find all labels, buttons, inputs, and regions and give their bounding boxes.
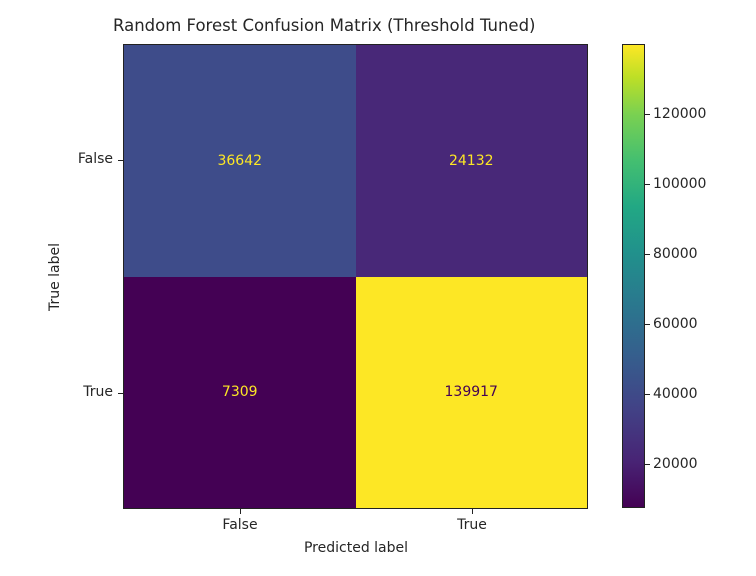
chart-title-text: Random Forest Confusion Matrix (Threshol… — [113, 16, 536, 35]
colorbar-tick — [645, 324, 650, 325]
x-tick — [240, 509, 241, 514]
cell-true-false-pred-false: 36642 — [124, 45, 356, 277]
colorbar-tick — [645, 254, 650, 255]
confusion-matrix-plot: 36642 24132 7309 139917 — [123, 44, 588, 509]
y-tick — [118, 393, 123, 394]
colorbar-label: 60000 — [653, 316, 698, 332]
x-tick-label-false: False — [222, 517, 258, 533]
y-tick — [118, 160, 123, 161]
y-tick-label-false: False — [77, 151, 113, 167]
colorbar-tick — [645, 114, 650, 115]
x-tick — [472, 509, 473, 514]
x-tick-label-true: True — [457, 517, 487, 533]
y-tick-label-true: True — [83, 384, 113, 400]
colorbar-tick — [645, 394, 650, 395]
colorbar-tick — [645, 184, 650, 185]
cell-true-false-pred-true: 24132 — [355, 45, 587, 277]
colorbar-label: 80000 — [653, 246, 698, 262]
colorbar-tick — [645, 464, 650, 465]
colorbar-label: 120000 — [653, 106, 707, 122]
x-axis-label: Predicted label — [303, 540, 409, 556]
cell-true-true-pred-false: 7309 — [124, 276, 356, 508]
colorbar-label: 20000 — [653, 456, 698, 472]
colorbar — [622, 44, 645, 508]
y-axis-label: True label — [47, 242, 63, 312]
cell-true-true-pred-true: 139917 — [355, 276, 587, 508]
colorbar-label: 40000 — [653, 386, 698, 402]
colorbar-label: 100000 — [653, 176, 707, 192]
